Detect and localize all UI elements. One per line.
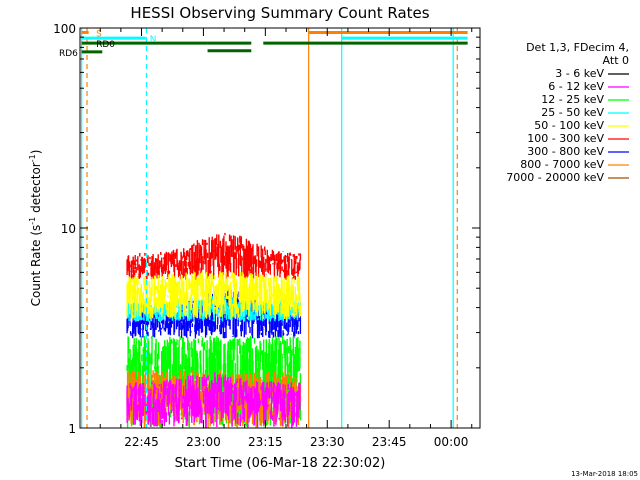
x-axis-label: Start Time (06-Mar-18 22:30:02) (175, 456, 386, 471)
rate-trace-path-0 (126, 232, 302, 280)
x-tick-label-0: 22:45 (124, 435, 159, 449)
chart-title: HESSI Observing Summary Count Rates (130, 4, 429, 22)
legend-label-5: 100 - 300 keV (527, 132, 604, 145)
x-tick-label-4: 23:45 (372, 435, 407, 449)
flag-label-rd6: RD6 (59, 49, 78, 59)
y-tick-label-2: 100 (53, 22, 76, 36)
x-tick-label-1: 23:00 (186, 435, 221, 449)
flag-label-n: N (150, 35, 157, 45)
legend-label-0: 3 - 6 keV (555, 67, 604, 80)
legend-label-6: 300 - 800 keV (527, 145, 604, 158)
y-axis-label: Count Rate (s-1 detector-1) (28, 150, 43, 307)
flag-label-rd0: RD0 (96, 40, 115, 50)
plot-area (81, 28, 468, 428)
flag-label-s: S (96, 29, 102, 39)
y-tick-label-0: 1 (68, 422, 76, 436)
legend-label-7: 800 - 7000 keV (520, 158, 604, 171)
y-axis-label-exponent-2: -1 (28, 154, 37, 162)
y-axis-label-middle: detector (29, 162, 43, 217)
legend-label-3: 25 - 50 keV (541, 106, 604, 119)
legend-label-8: 7000 - 20000 keV (506, 171, 604, 184)
legend-header-line-2: Att 0 (603, 54, 629, 67)
axes: S N RD0 RD6 22:45 23:00 23:15 23:30 23:45 00:00 1 1… (53, 22, 481, 449)
y-axis-label-end: ) (29, 150, 43, 155)
y-axis-label-main: Count Rate (s (29, 225, 43, 307)
y-axis-label-exponent-1: -1 (28, 217, 37, 225)
x-tick-label-2: 23:15 (248, 435, 283, 449)
legend-label-2: 12 - 25 keV (541, 93, 604, 106)
y-tick-label-1: 10 (61, 222, 76, 236)
x-tick-label-3: 23:30 (310, 435, 345, 449)
x-tick-label-5: 00:00 (434, 435, 469, 449)
legend-label-1: 6 - 12 keV (548, 80, 604, 93)
legend-header-line-1: Det 1,3, FDecim 4, (526, 41, 629, 54)
legend-label-4: 50 - 100 keV (534, 119, 604, 132)
date-stamp: 13-Mar-2018 18:05 (571, 470, 638, 478)
rate-trace-0 (126, 232, 302, 280)
